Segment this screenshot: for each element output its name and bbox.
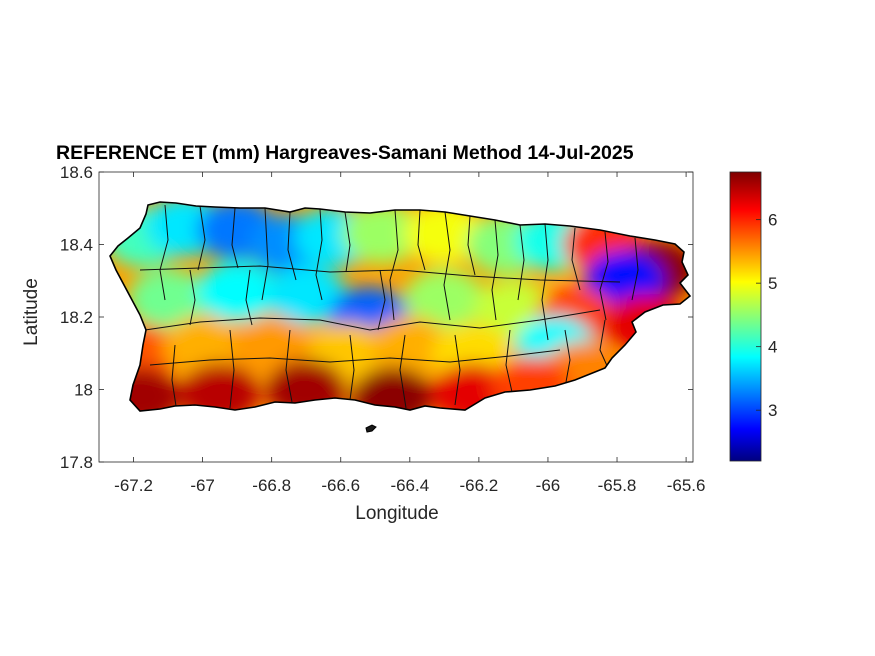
municipality-border xyxy=(159,204,169,301)
y-tick-label: 18 xyxy=(74,381,93,400)
x-tick-label: -67 xyxy=(190,476,215,495)
colorbar xyxy=(729,171,762,462)
y-axis-ticks: 17.8 18 18.2 18.4 18.6 xyxy=(60,163,693,472)
municipality-border xyxy=(417,209,426,271)
municipality-border xyxy=(315,208,323,301)
et-value-cell xyxy=(128,268,209,329)
municipality-border xyxy=(344,211,351,273)
et-value-cell xyxy=(404,268,485,329)
x-tick-label: -66 xyxy=(536,476,561,495)
et-value-cell xyxy=(352,366,433,411)
y-tick-label: 18.4 xyxy=(60,236,93,255)
municipality-border xyxy=(139,265,621,283)
et-value-cell xyxy=(162,316,243,376)
municipality-border xyxy=(149,349,561,366)
et-value-cell xyxy=(231,316,312,376)
municipality-border xyxy=(285,329,293,403)
y-axis-label: Latitude xyxy=(21,278,42,346)
municipality-border xyxy=(189,269,196,326)
y-tick-label: 18.6 xyxy=(60,163,93,182)
x-tick-label: -67.2 xyxy=(114,476,153,495)
municipality-border xyxy=(454,334,461,406)
municipality-border xyxy=(631,237,639,301)
municipality-border xyxy=(197,205,206,271)
municipality-border xyxy=(517,224,525,301)
colorbar-tick-label: 4 xyxy=(768,338,777,357)
island-coastline xyxy=(109,201,692,412)
municipality-border xyxy=(377,269,386,331)
colorbar-tick-label: 3 xyxy=(768,401,777,420)
y-tick-label: 17.8 xyxy=(60,453,93,472)
municipality-border xyxy=(571,227,581,291)
municipality-border xyxy=(349,334,355,401)
colorbar-ticks: 3 4 5 6 xyxy=(756,211,777,420)
municipality-border xyxy=(144,309,601,331)
x-tick-label: -66.2 xyxy=(460,476,499,495)
y-tick-label: 18.2 xyxy=(60,308,93,327)
municipality-border xyxy=(599,319,609,369)
colorbar-tick-label: 6 xyxy=(768,211,777,230)
caja-de-muertos-island xyxy=(365,424,377,433)
municipality-border xyxy=(564,329,571,383)
x-axis-label: Longitude xyxy=(355,503,439,524)
municipality-border xyxy=(599,231,609,321)
municipality-border xyxy=(261,207,269,301)
municipality-border xyxy=(443,211,451,321)
colorbar-tick-label: 5 xyxy=(768,274,777,293)
x-axis-ticks: -67.2 -67 -66.8 -66.6 -66.4 -66.2 -66 -65.8 -65.… xyxy=(114,172,705,495)
municipality-border xyxy=(491,219,499,321)
et-value-cell xyxy=(342,203,423,264)
municipality-border xyxy=(287,211,297,281)
municipality-border xyxy=(245,269,253,326)
x-tick-label: -66.8 xyxy=(252,476,291,495)
municipality-border xyxy=(229,329,235,409)
chart-title: REFERENCE ET (mm) Hargreaves-Samani Meth… xyxy=(56,142,634,164)
municipality-border xyxy=(171,344,177,407)
et-value-cell xyxy=(266,265,347,326)
x-tick-label: -66.4 xyxy=(390,476,429,495)
municipality-border xyxy=(389,209,399,321)
x-tick-label: -65.8 xyxy=(598,476,637,495)
municipality-borders xyxy=(139,204,639,409)
municipality-border xyxy=(505,329,513,393)
et-value-cell xyxy=(404,203,485,264)
x-tick-label: -65.6 xyxy=(667,476,706,495)
municipality-border xyxy=(231,207,239,269)
et-value-cell xyxy=(197,261,278,322)
municipality-border xyxy=(399,334,407,409)
x-tick-label: -66.6 xyxy=(321,476,360,495)
municipality-border xyxy=(467,215,476,276)
